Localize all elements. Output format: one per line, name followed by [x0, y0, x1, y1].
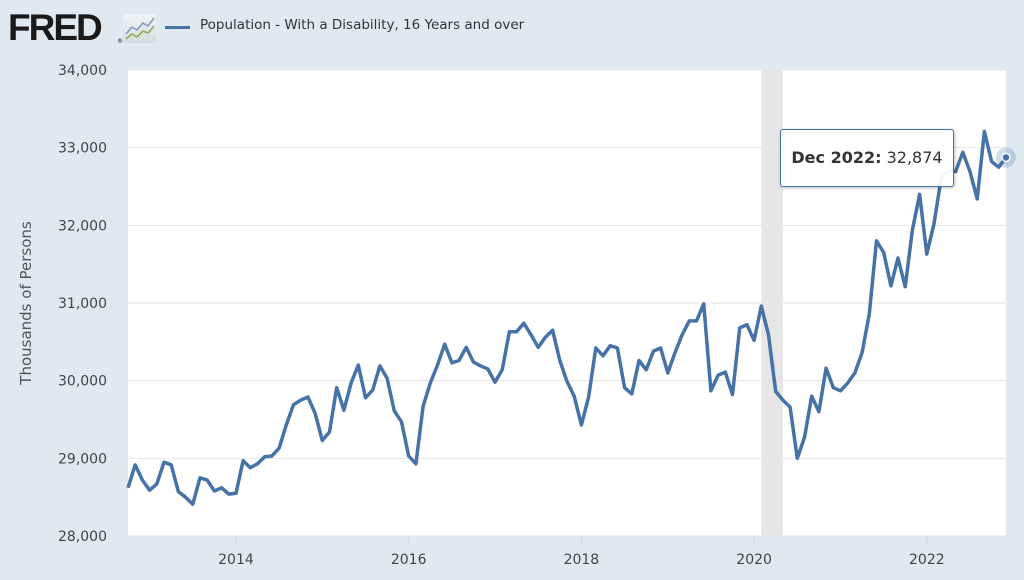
x-tick-label: 2022	[909, 552, 945, 568]
series-layer	[126, 129, 1008, 506]
y-axis-ticks: 28,000 29,000 30,000 31,000 32,000 33,000 34,0…	[58, 63, 107, 545]
x-axis-ticks: 2014 2016 2018 2020 2022	[218, 536, 945, 568]
y-axis-title: Thousands of Persons	[17, 221, 35, 386]
legend-label[interactable]: Population - With a Disability, 16 Years…	[200, 17, 525, 33]
tooltip-date: Dec 2022:	[791, 148, 882, 167]
tooltip: Dec 2022: 32,874	[780, 129, 954, 187]
x-tick-label: 2018	[564, 552, 600, 568]
series-line	[126, 129, 1008, 506]
registered-mark: ®	[117, 38, 123, 45]
chart-header: FRED ® Population - With a Disability, 1…	[0, 0, 1024, 60]
x-tick-label: 2016	[391, 552, 427, 568]
y-tick-label: 29,000	[58, 451, 107, 467]
y-tick-label: 32,000	[58, 218, 107, 234]
x-tick-label: 2020	[736, 552, 772, 568]
chart-line-icon	[123, 14, 156, 43]
y-tick-label: 34,000	[58, 63, 107, 79]
legend-swatch	[165, 26, 190, 29]
x-tick-label: 2014	[218, 552, 254, 568]
y-tick-label: 31,000	[58, 296, 107, 312]
y-tick-label: 30,000	[58, 374, 107, 390]
y-tick-label: 28,000	[58, 529, 107, 545]
tooltip-value: 32,874	[886, 148, 943, 167]
highlight-point	[1001, 152, 1011, 163]
fred-logo[interactable]: FRED	[8, 7, 103, 48]
y-tick-label: 33,000	[58, 141, 107, 157]
highlight-marker-layer	[996, 147, 1016, 168]
